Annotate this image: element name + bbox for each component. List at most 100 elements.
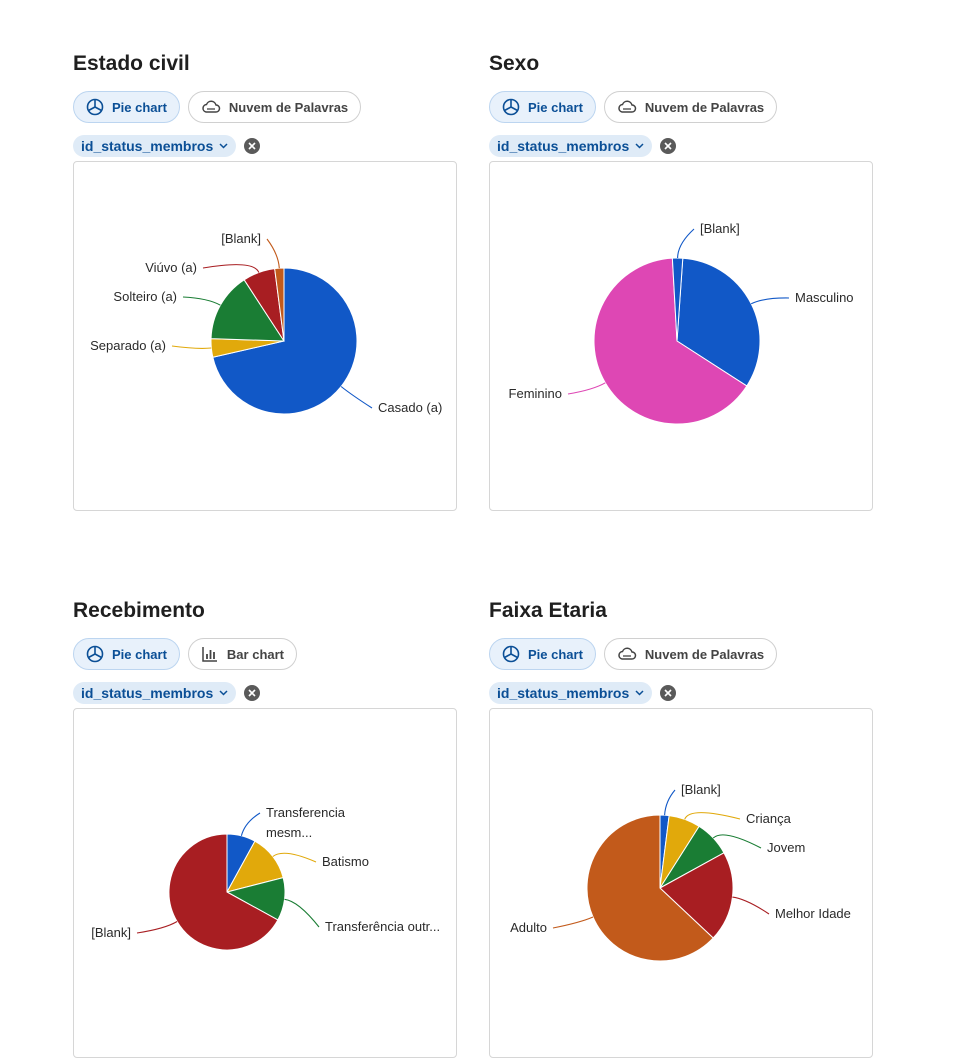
tab-label: Pie chart [528,646,583,662]
filter-chip-label: id_status_membros [81,138,214,154]
filter-row: id_status_membros [73,681,457,705]
panel-title: Recebimento [73,599,205,622]
panel-recebimento: Recebimento Pie chart Bar chart id_statu… [73,596,457,1058]
chart-container: Casado (a) Separado (a) Solteiro (a) Viúvo … [73,161,457,511]
cloud-icon [202,100,221,113]
tab-label: Pie chart [528,99,583,115]
leader-line [171,345,212,349]
slice-label: [Blank] [91,925,131,940]
filter-chip[interactable]: id_status_membros [489,682,653,704]
tab-word-cloud[interactable]: Nuvem de Palavras [603,91,778,123]
chart-type-tabs: Pie chart Nuvem de Palavras [489,638,873,672]
tab-label: Pie chart [112,99,167,115]
clear-filter-button[interactable] [244,685,261,701]
panel-title: Sexo [489,52,540,75]
slice-label: Feminino [509,386,562,401]
clear-filter-button[interactable] [660,685,677,701]
pie-slice-blank[interactable] [671,257,684,342]
slice-label: [Blank] [700,221,740,236]
tab-pie-chart[interactable]: Pie chart [73,91,180,123]
leader-line [136,921,178,934]
tab-bar-chart[interactable]: Bar chart [187,638,297,670]
panel-title: Faixa Etaria [489,599,607,622]
slice-label: Batismo [322,854,369,869]
tab-pie-chart[interactable]: Pie chart [73,638,180,670]
slice-label: [Blank] [221,231,261,246]
filter-chip-label: id_status_membros [497,685,630,701]
chart-type-tabs: Pie chart Bar chart [73,638,457,672]
pie-chart-icon [86,98,104,116]
clear-filter-button[interactable] [244,138,261,154]
leader-line [240,812,261,836]
pie-chart-icon [502,98,520,116]
slice-label: Casado (a) [378,400,442,415]
slice-label: Viúvo (a) [145,260,197,275]
chart-container: Transferencia mesm... Batismo Transferência… [73,708,457,1058]
chart-container: Masculino Feminino [Blank] [489,161,873,511]
filter-row: id_status_membros [489,681,873,705]
filter-row: id_status_membros [73,134,457,158]
pie-chart: Casado (a) Separado (a) Solteiro (a) Viúvo … [90,231,442,415]
slice-label: Adulto [510,920,547,935]
close-icon [664,142,672,150]
pie-slice-casado-a[interactable] [212,267,358,415]
pie-chart: Masculino Feminino [Blank] [509,221,854,425]
tab-pie-chart[interactable]: Pie chart [489,638,596,670]
pie-slice-feminino[interactable] [593,257,748,425]
pie-slice-blank[interactable] [274,267,285,342]
chart-type-tabs: Pie chart Nuvem de Palavras [73,91,457,125]
slice-label: Transferência outr... [325,919,440,934]
chevron-down-icon [635,143,644,149]
slice-label: Melhor Idade [775,906,851,921]
leader-line [732,896,770,915]
leader-line [202,264,260,273]
chevron-down-icon [219,143,228,149]
slice-label: Separado (a) [90,338,166,353]
cloud-icon [618,100,637,113]
tab-label: Pie chart [112,646,167,662]
tab-label: Nuvem de Palavras [644,646,765,662]
cloud-icon [618,647,637,660]
filter-chip[interactable]: id_status_membros [73,682,237,704]
filter-chip[interactable]: id_status_membros [73,135,237,157]
close-icon [248,689,256,697]
tab-word-cloud[interactable]: Nuvem de Palavras [603,638,778,670]
pie-chart: [Blank] Criança Jovem Melhor Idade Adulto [510,782,851,962]
leader-line [750,297,790,305]
leader-line [284,898,320,928]
leader-line [552,916,594,929]
chevron-down-icon [635,690,644,696]
bar-chart-icon [202,647,217,662]
filter-chip-label: id_status_membros [81,685,214,701]
leader-line [340,386,373,409]
leader-line [272,852,317,863]
chevron-down-icon [219,690,228,696]
chart-container: [Blank] Criança Jovem Melhor Idade Adulto [489,708,873,1058]
slice-label: [Blank] [681,782,721,797]
filter-chip-label: id_status_membros [497,138,630,154]
leader-line [182,296,221,306]
slice-label: Transferencia mesm... [266,805,346,840]
panel-sexo: Sexo Pie chart Nuvem de Palavras id_stat… [489,49,873,511]
close-icon [664,689,672,697]
tab-label: Nuvem de Palavras [644,99,765,115]
panel-faixa-etaria: Faixa Etaria Pie chart Nuvem de Palavras… [489,596,873,1058]
panel-title: Estado civil [73,52,190,75]
tab-word-cloud[interactable]: Nuvem de Palavras [187,91,362,123]
slice-label: Masculino [795,290,854,305]
leader-line [712,834,762,849]
clear-filter-button[interactable] [660,138,677,154]
leader-line [684,812,741,820]
filter-row: id_status_membros [489,134,873,158]
tab-label: Bar chart [226,646,284,662]
slice-label: Jovem [767,840,805,855]
filter-chip[interactable]: id_status_membros [489,135,653,157]
close-icon [248,142,256,150]
leader-line [266,238,280,269]
pie-chart-icon [502,645,520,663]
tab-label: Nuvem de Palavras [228,99,349,115]
leader-line [664,789,676,816]
leader-line [677,228,695,259]
tab-pie-chart[interactable]: Pie chart [489,91,596,123]
pie-slice-melhor-idade[interactable] [659,852,734,939]
